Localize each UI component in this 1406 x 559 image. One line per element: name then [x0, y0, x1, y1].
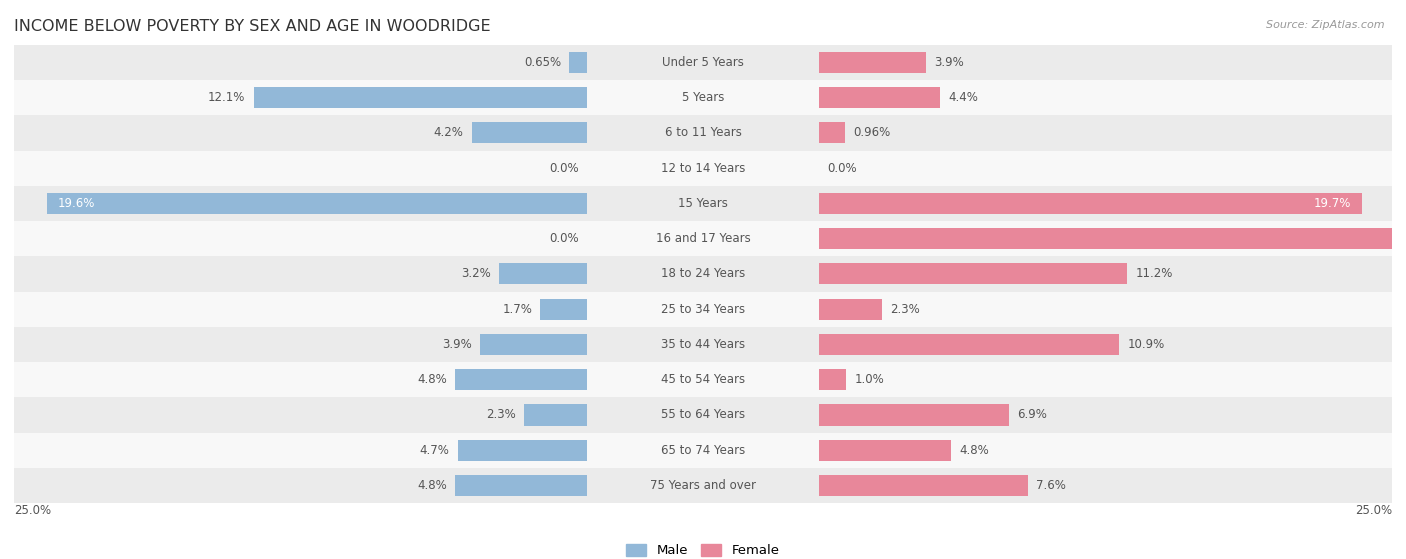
Bar [588, 150, 818, 186]
Bar [588, 115, 818, 150]
Bar [818, 52, 927, 73]
Text: 7.6%: 7.6% [1036, 479, 1066, 492]
Bar [588, 256, 818, 292]
Bar [14, 256, 1392, 292]
Text: 2.3%: 2.3% [890, 302, 920, 316]
Bar [818, 475, 1028, 496]
Text: 5 Years: 5 Years [682, 91, 724, 104]
Bar [14, 45, 1392, 80]
Text: INCOME BELOW POVERTY BY SEX AND AGE IN WOODRIDGE: INCOME BELOW POVERTY BY SEX AND AGE IN W… [14, 19, 491, 34]
Bar [14, 433, 1392, 468]
Bar [818, 369, 846, 390]
Bar [458, 439, 588, 461]
Text: 1.7%: 1.7% [502, 302, 531, 316]
Text: 0.96%: 0.96% [853, 126, 891, 139]
Text: 18 to 24 Years: 18 to 24 Years [661, 267, 745, 281]
Text: 2.3%: 2.3% [486, 409, 516, 421]
Bar [818, 193, 1361, 214]
Bar [14, 150, 1392, 186]
Bar [588, 397, 818, 433]
Text: 19.7%: 19.7% [1313, 197, 1351, 210]
Bar [14, 221, 1392, 256]
Bar [540, 299, 588, 320]
Bar [588, 221, 818, 256]
Bar [14, 186, 1392, 221]
Text: 12.1%: 12.1% [208, 91, 246, 104]
Bar [14, 397, 1392, 433]
Text: 25.0%: 25.0% [14, 504, 51, 518]
Bar [588, 45, 818, 80]
Text: Source: ZipAtlas.com: Source: ZipAtlas.com [1267, 20, 1385, 30]
Text: 25.0%: 25.0% [1355, 504, 1392, 518]
Bar [588, 362, 818, 397]
Bar [818, 299, 882, 320]
Text: 0.0%: 0.0% [550, 162, 579, 174]
Text: 4.2%: 4.2% [433, 126, 463, 139]
Bar [818, 228, 1406, 249]
Text: 19.6%: 19.6% [58, 197, 96, 210]
Bar [818, 404, 1010, 425]
Bar [588, 80, 818, 115]
Text: 11.2%: 11.2% [1136, 267, 1173, 281]
Bar [14, 292, 1392, 327]
Bar [14, 362, 1392, 397]
Text: 3.9%: 3.9% [935, 56, 965, 69]
Text: 15 Years: 15 Years [678, 197, 728, 210]
Text: 3.9%: 3.9% [441, 338, 471, 351]
Bar [588, 292, 818, 327]
Text: 12 to 14 Years: 12 to 14 Years [661, 162, 745, 174]
Text: 4.8%: 4.8% [959, 444, 988, 457]
Text: 4.8%: 4.8% [418, 479, 447, 492]
Text: 16 and 17 Years: 16 and 17 Years [655, 232, 751, 245]
Bar [818, 263, 1128, 285]
Bar [14, 468, 1392, 503]
Text: 0.0%: 0.0% [550, 232, 579, 245]
Text: 65 to 74 Years: 65 to 74 Years [661, 444, 745, 457]
Bar [471, 122, 588, 144]
Text: 3.2%: 3.2% [461, 267, 491, 281]
Text: Under 5 Years: Under 5 Years [662, 56, 744, 69]
Text: 10.9%: 10.9% [1128, 338, 1164, 351]
Text: 4.8%: 4.8% [418, 373, 447, 386]
Text: 0.65%: 0.65% [524, 56, 561, 69]
Text: 4.7%: 4.7% [419, 444, 450, 457]
Bar [479, 334, 588, 355]
Bar [48, 193, 588, 214]
Bar [456, 369, 588, 390]
Text: 55 to 64 Years: 55 to 64 Years [661, 409, 745, 421]
Bar [14, 327, 1392, 362]
Text: 6.9%: 6.9% [1017, 409, 1047, 421]
Text: 45 to 54 Years: 45 to 54 Years [661, 373, 745, 386]
Text: 1.0%: 1.0% [855, 373, 884, 386]
Bar [818, 334, 1119, 355]
Bar [818, 439, 950, 461]
Bar [524, 404, 588, 425]
Text: 25 to 34 Years: 25 to 34 Years [661, 302, 745, 316]
Text: 0.0%: 0.0% [827, 162, 856, 174]
Bar [569, 52, 588, 73]
Legend: Male, Female: Male, Female [621, 539, 785, 559]
Bar [254, 87, 588, 108]
Bar [14, 80, 1392, 115]
Text: 6 to 11 Years: 6 to 11 Years [665, 126, 741, 139]
Text: 75 Years and over: 75 Years and over [650, 479, 756, 492]
Bar [456, 475, 588, 496]
Bar [818, 122, 845, 144]
Bar [588, 433, 818, 468]
Bar [588, 327, 818, 362]
Bar [588, 468, 818, 503]
Bar [588, 186, 818, 221]
Text: 4.4%: 4.4% [948, 91, 979, 104]
Bar [818, 87, 941, 108]
Text: 35 to 44 Years: 35 to 44 Years [661, 338, 745, 351]
Bar [14, 115, 1392, 150]
Bar [499, 263, 588, 285]
